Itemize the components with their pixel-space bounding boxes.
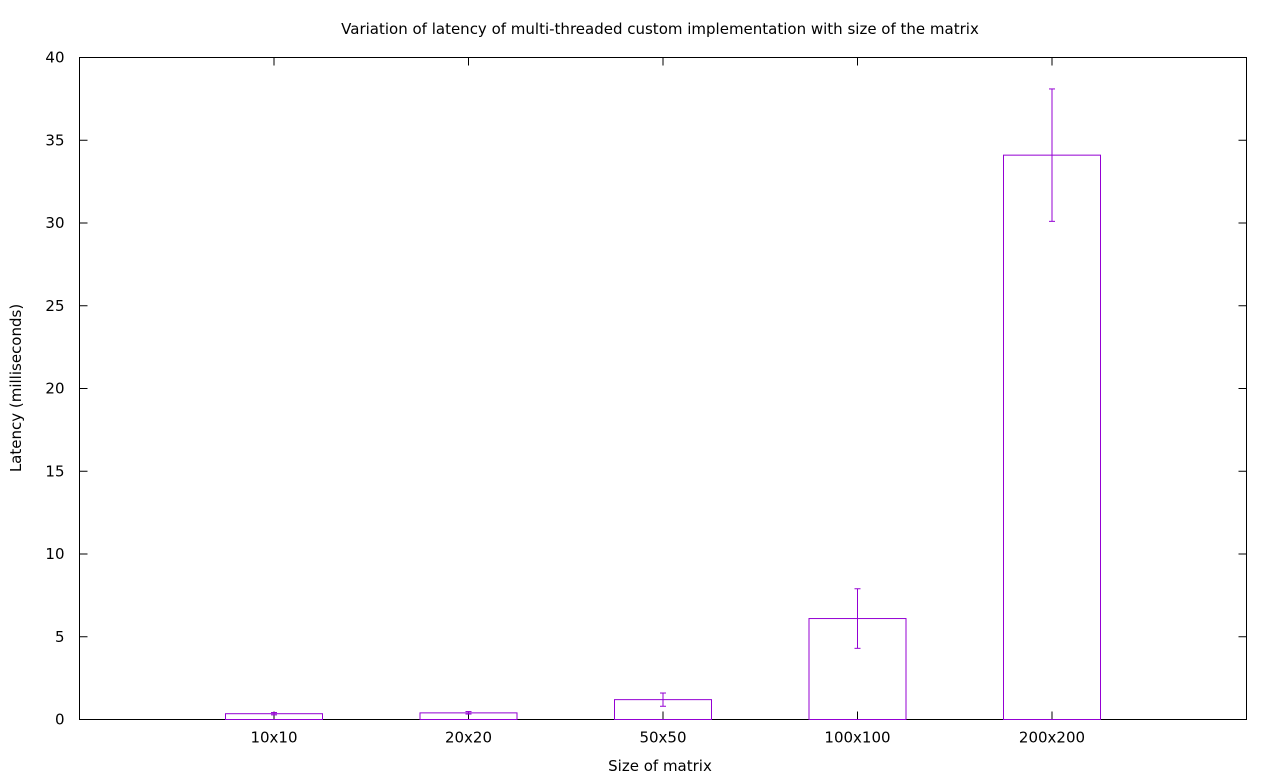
- y-tick-label: 25: [45, 297, 64, 315]
- y-tick-label: 30: [45, 214, 64, 232]
- x-axis-label: Size of matrix: [608, 757, 712, 775]
- y-tick-label: 0: [55, 711, 65, 729]
- x-tick-label: 200x200: [1019, 729, 1085, 747]
- y-tick-label: 5: [55, 628, 65, 646]
- error-bars-group: [271, 88, 1055, 716]
- y-tick-label: 10: [45, 545, 64, 563]
- x-tick-label: 100x100: [824, 729, 890, 747]
- y-axis-label: Latency (milliseconds): [7, 304, 25, 472]
- x-axis: 10x10 20x20 50x50 100x100 200x200: [250, 57, 1085, 747]
- bar: [1003, 154, 1101, 720]
- y-axis: 0 5 10 15 20 25 30 35 40: [45, 49, 1247, 729]
- y-tick-label: 35: [45, 131, 64, 149]
- y-tick-label: 40: [45, 49, 64, 67]
- bars-group: [225, 154, 1101, 721]
- chart-title: Variation of latency of multi-threaded c…: [341, 20, 979, 38]
- y-tick-label: 15: [45, 462, 64, 480]
- plot-area-border: [79, 57, 1247, 720]
- x-tick-label: 10x10: [250, 729, 297, 747]
- x-tick-label: 50x50: [639, 729, 686, 747]
- y-tick-label: 20: [45, 380, 64, 398]
- x-tick-label: 20x20: [445, 729, 492, 747]
